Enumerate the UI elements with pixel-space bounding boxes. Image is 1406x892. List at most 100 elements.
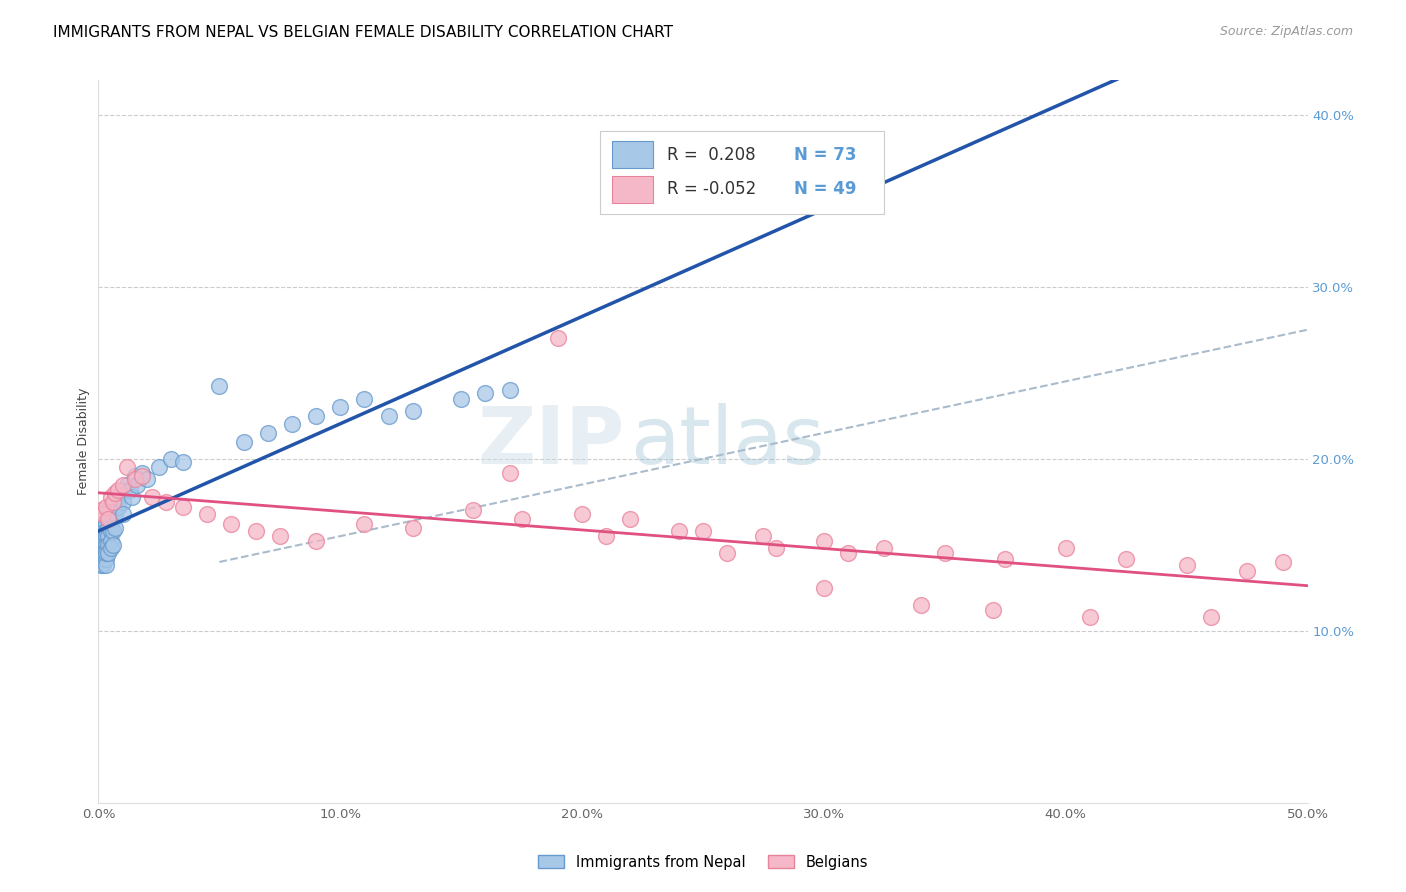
Point [91, 546, 114, 560]
Point [619, 512, 641, 526]
Point [934, 546, 956, 560]
Point [104, 507, 127, 521]
Point [281, 417, 304, 432]
Point [90, 542, 112, 557]
Point [91, 507, 114, 521]
Point [97, 520, 120, 534]
Point [124, 469, 146, 483]
Point [1054, 541, 1077, 556]
Point [155, 494, 177, 508]
Point [692, 524, 714, 538]
Point [91, 524, 114, 538]
Point [107, 490, 129, 504]
Point [94, 542, 117, 557]
Point [498, 466, 520, 480]
Point [353, 392, 375, 406]
Point [353, 517, 375, 532]
Point [305, 534, 328, 549]
Text: ZIP: ZIP [477, 402, 624, 481]
Point [101, 503, 124, 517]
Point [402, 520, 425, 534]
Point [111, 494, 134, 508]
Point [195, 507, 218, 521]
Point [90, 503, 112, 517]
Point [97, 503, 120, 517]
Point [101, 524, 124, 538]
Point [97, 538, 120, 552]
Point [571, 507, 593, 521]
Point [668, 524, 690, 538]
Point [97, 512, 120, 526]
FancyBboxPatch shape [613, 141, 654, 169]
Point [305, 409, 328, 423]
Point [94, 538, 117, 552]
Point [90, 541, 112, 556]
Point [1175, 558, 1198, 573]
Point [1078, 610, 1101, 624]
Point [1272, 555, 1295, 569]
Point [127, 477, 149, 491]
Point [208, 379, 231, 393]
Point [141, 490, 163, 504]
Point [100, 507, 122, 521]
Point [101, 512, 124, 526]
Point [104, 520, 127, 534]
Point [94, 529, 117, 543]
Point [111, 507, 134, 521]
Point [402, 403, 425, 417]
Point [981, 603, 1004, 617]
Point [104, 494, 127, 508]
Point [172, 455, 194, 469]
Point [910, 598, 932, 612]
Text: N = 49: N = 49 [793, 180, 856, 198]
Point [91, 538, 114, 552]
Point [94, 558, 117, 573]
Point [91, 558, 114, 573]
Point [873, 541, 896, 556]
Point [111, 477, 134, 491]
Text: Source: ZipAtlas.com: Source: ZipAtlas.com [1219, 25, 1353, 38]
Point [90, 533, 112, 547]
Point [107, 483, 129, 497]
Point [256, 425, 278, 440]
Point [94, 517, 117, 532]
Point [994, 551, 1017, 566]
Point [1236, 564, 1258, 578]
FancyBboxPatch shape [600, 131, 884, 214]
Point [221, 517, 243, 532]
Point [100, 534, 122, 549]
Point [94, 546, 117, 560]
Point [90, 558, 112, 573]
Point [100, 490, 122, 504]
Legend: Immigrants from Nepal, Belgians: Immigrants from Nepal, Belgians [533, 849, 873, 876]
Point [813, 581, 835, 595]
Text: IMMIGRANTS FROM NEPAL VS BELGIAN FEMALE DISABILITY CORRELATION CHART: IMMIGRANTS FROM NEPAL VS BELGIAN FEMALE … [53, 25, 673, 40]
Point [118, 483, 141, 497]
Point [100, 516, 122, 530]
Point [94, 500, 117, 514]
Point [90, 555, 112, 569]
Point [117, 460, 139, 475]
Point [474, 386, 496, 401]
Point [1115, 551, 1137, 566]
Point [510, 512, 533, 526]
Point [716, 546, 738, 560]
Point [329, 400, 352, 414]
Point [498, 383, 520, 397]
Point [121, 490, 143, 504]
Point [97, 529, 120, 543]
Point [101, 538, 124, 552]
Point [752, 529, 775, 543]
Point [1199, 610, 1222, 624]
Y-axis label: Female Disability: Female Disability [77, 388, 90, 495]
Text: R =  0.208: R = 0.208 [666, 145, 755, 164]
Text: R = -0.052: R = -0.052 [666, 180, 756, 198]
Point [100, 524, 122, 538]
Point [94, 551, 117, 566]
Point [450, 392, 472, 406]
Point [97, 512, 120, 526]
Point [90, 529, 112, 543]
Point [172, 500, 194, 514]
Point [91, 551, 114, 566]
Point [269, 529, 291, 543]
